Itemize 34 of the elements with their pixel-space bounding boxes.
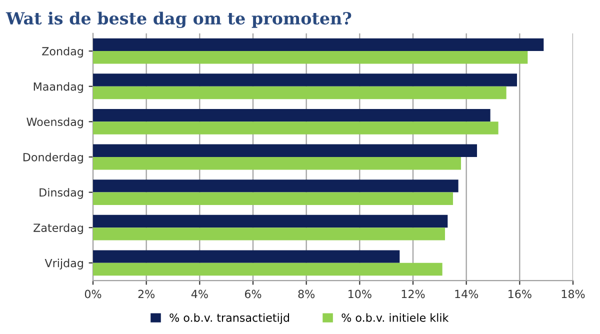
y-tick-label: Maandag: [34, 82, 83, 93]
x-tick-label: 16%: [508, 290, 532, 298]
x-tick-label: 4%: [191, 290, 208, 298]
x-tick-label: 12%: [402, 290, 425, 298]
y-tick-label: Donderdag: [23, 152, 83, 164]
bar: [93, 214, 448, 228]
y-tick-label: Woensdag: [26, 117, 83, 128]
y-tick-label: Zondag: [42, 46, 83, 58]
y-tick-label: Zaterdag: [34, 223, 83, 234]
bar: [93, 228, 445, 240]
bar: [93, 86, 506, 100]
bar: [93, 156, 461, 170]
legend-label: % o.b.v. initiele klik: [342, 313, 449, 322]
bar: [93, 122, 498, 134]
y-tick-label: Dinsdag: [40, 188, 83, 199]
bar: [93, 250, 400, 263]
bar: [93, 51, 528, 64]
x-tick-label: 18%: [562, 290, 585, 298]
legend-label: % o.b.v. transactietijd: [170, 313, 290, 324]
bar: [93, 192, 453, 205]
bar: [93, 74, 517, 86]
bar: [93, 108, 490, 122]
bar: [93, 38, 544, 52]
x-tick-label: 10%: [348, 290, 372, 298]
y-tick-label: Vrijdag: [44, 258, 83, 270]
bar: [93, 180, 458, 192]
bar: [93, 144, 477, 157]
x-tick-label: 2%: [138, 290, 155, 298]
x-tick-label: 14%: [455, 290, 478, 298]
bar: [93, 262, 442, 276]
x-tick-label: 0%: [84, 290, 102, 298]
x-tick-label: 8%: [298, 290, 315, 298]
chart-title: Wat is de beste dag om te promoten?: [6, 12, 352, 28]
x-tick-label: 6%: [244, 290, 262, 298]
